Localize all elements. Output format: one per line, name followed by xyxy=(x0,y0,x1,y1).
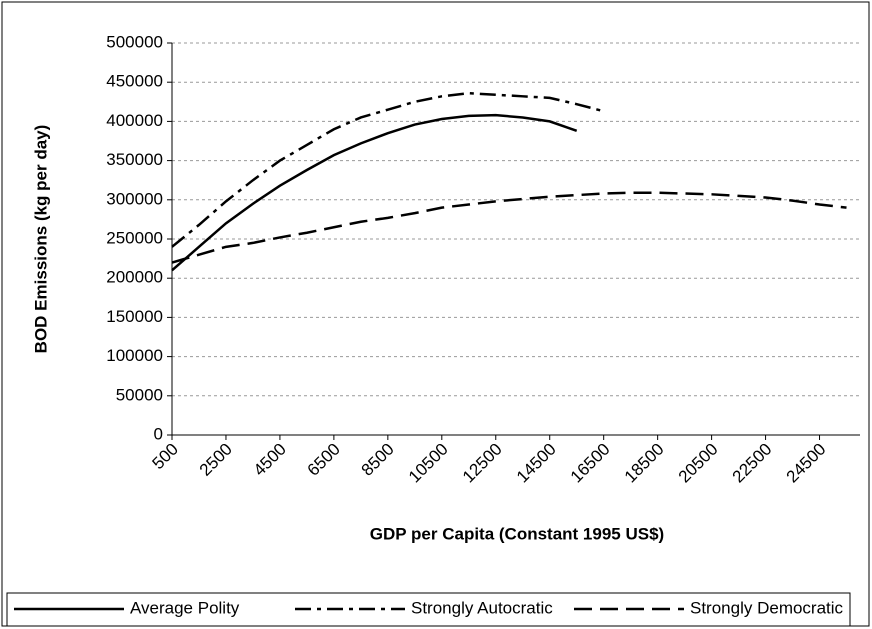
y-tick-label: 450000 xyxy=(106,72,163,91)
legend-label: Average Polity xyxy=(130,598,240,617)
series-line xyxy=(171,191,847,264)
series-line xyxy=(171,91,605,248)
y-tick-label: 150000 xyxy=(106,307,163,326)
y-tick-label: 250000 xyxy=(106,228,163,247)
y-axis-title: BOD Emissions (kg per day) xyxy=(31,125,50,354)
y-tick-label: 350000 xyxy=(106,150,163,169)
legend-box xyxy=(6,592,851,627)
y-tick-label: 500000 xyxy=(106,32,163,51)
y-tick-label: 50000 xyxy=(116,385,163,404)
series-line xyxy=(171,113,578,272)
y-tick-label: 200000 xyxy=(106,268,163,287)
y-tick-label: 100000 xyxy=(106,346,163,365)
y-tick-label: 400000 xyxy=(106,111,163,130)
y-tick-label: 0 xyxy=(154,424,163,443)
legend-label: Strongly Autocratic xyxy=(411,598,553,617)
legend-label: Strongly Democratic xyxy=(690,598,844,617)
x-axis-title: GDP per Capita (Constant 1995 US$) xyxy=(370,524,664,543)
y-tick-label: 300000 xyxy=(106,189,163,208)
